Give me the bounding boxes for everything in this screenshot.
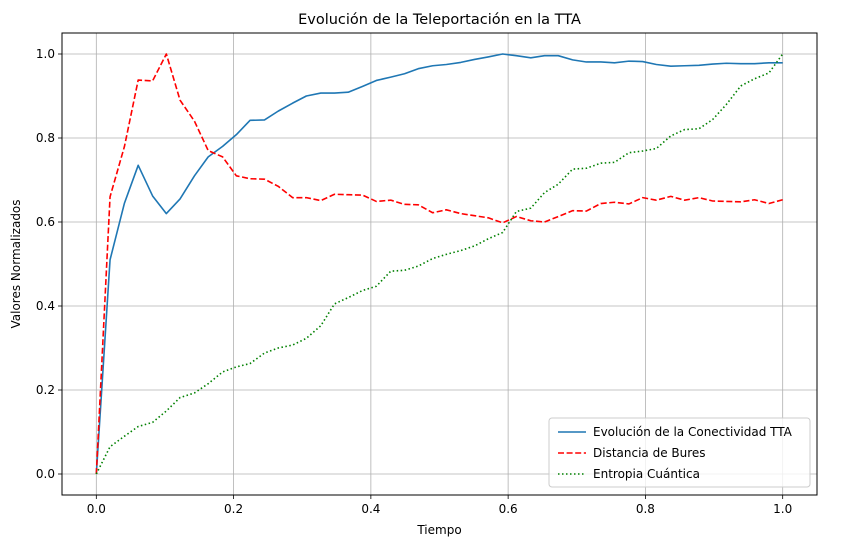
y-axis-label: Valores Normalizados bbox=[9, 199, 23, 328]
legend: Evolución de la Conectividad TTA Distanci… bbox=[548, 417, 811, 488]
series-lines bbox=[95, 53, 784, 475]
x-tick-label: 0.2 bbox=[224, 502, 243, 516]
chart-title: Evolución de la Teleportación en la TTA bbox=[298, 12, 581, 28]
x-axis-label: Tiempo bbox=[416, 523, 461, 537]
legend-label-1: Evolución de la Conectividad TTA bbox=[593, 425, 793, 439]
y-tick-label: 0.4 bbox=[36, 299, 55, 313]
y-tick-label: 0.6 bbox=[36, 215, 55, 229]
y-axis-ticks: 0.0 0.2 0.4 0.6 0.8 1.0 bbox=[36, 47, 62, 481]
legend-label-3: Entropia Cuántica bbox=[593, 467, 700, 481]
x-tick-label: 0.6 bbox=[499, 502, 518, 516]
legend-label-2: Distancia de Bures bbox=[593, 446, 706, 460]
x-tick-label: 1.0 bbox=[773, 502, 792, 516]
y-tick-label: 0.8 bbox=[36, 131, 55, 145]
x-tick-label: 0.4 bbox=[361, 502, 380, 516]
y-tick-label: 0.2 bbox=[36, 383, 55, 397]
y-tick-label: 1.0 bbox=[36, 47, 55, 61]
series-line-1 bbox=[95, 53, 783, 475]
legend-box bbox=[548, 417, 811, 488]
x-tick-label: 0.8 bbox=[636, 502, 655, 516]
y-tick-label: 0.0 bbox=[36, 467, 55, 481]
plot-frame bbox=[61, 32, 818, 496]
x-axis-ticks: 0.0 0.2 0.4 0.6 0.8 1.0 bbox=[87, 495, 792, 516]
x-tick-label: 0.0 bbox=[87, 502, 106, 516]
series-line-2 bbox=[95, 53, 783, 475]
